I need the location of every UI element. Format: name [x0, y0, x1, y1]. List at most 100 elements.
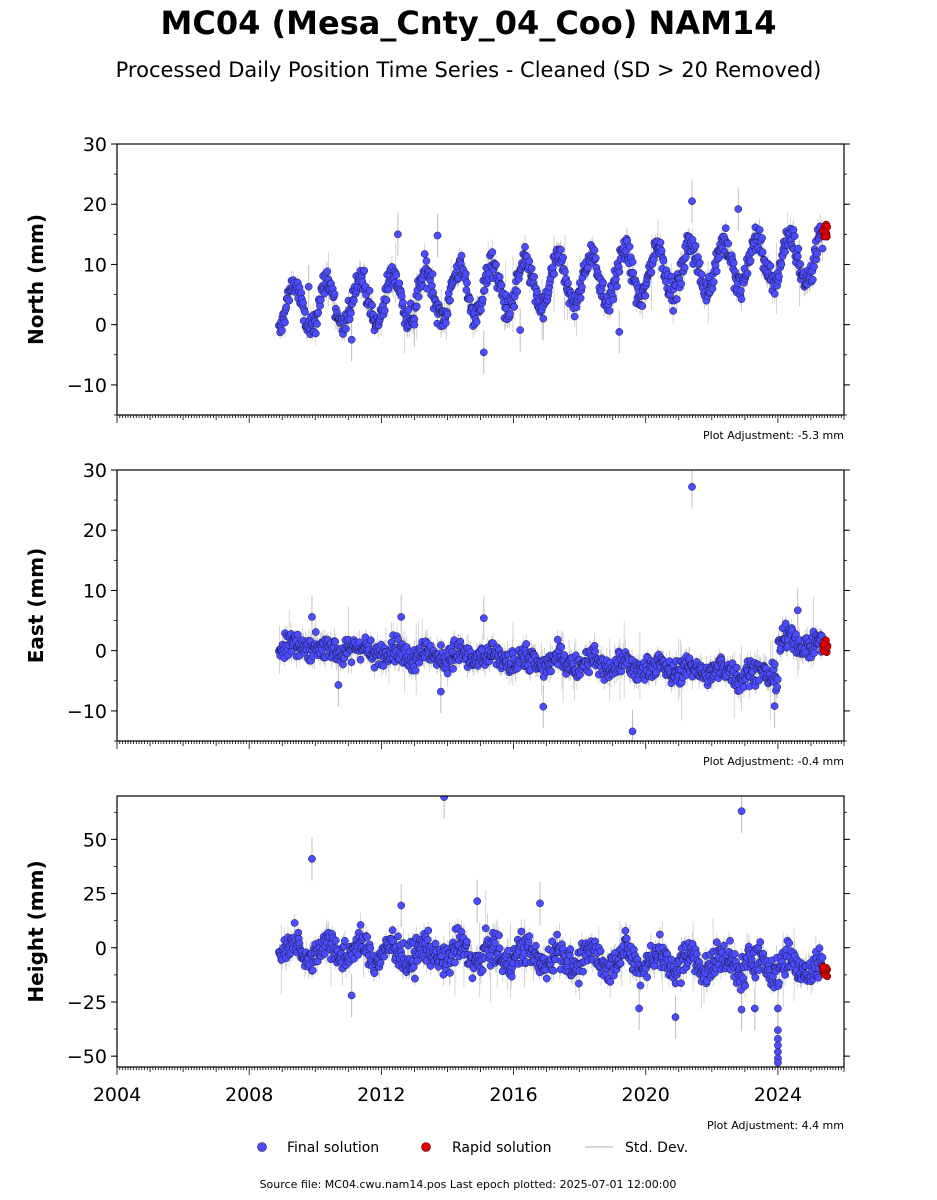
data-point	[657, 247, 666, 255]
data-point	[506, 309, 514, 318]
data-point	[397, 292, 406, 301]
data-point	[457, 251, 466, 260]
data-point	[513, 287, 522, 296]
data-point	[564, 279, 572, 288]
data-point	[316, 295, 325, 304]
y-tick-label: 20	[83, 520, 107, 542]
data-point	[695, 258, 704, 267]
data-point	[656, 238, 665, 247]
panel-frame	[116, 469, 845, 742]
data-point	[697, 270, 706, 279]
outlier-point	[516, 326, 525, 334]
data-point	[437, 641, 445, 649]
data-point	[591, 254, 600, 262]
data-point	[488, 248, 497, 256]
data-point	[527, 264, 536, 273]
data-point	[724, 239, 733, 248]
data-point	[360, 266, 369, 275]
data-point	[732, 663, 741, 672]
y-tick-label: −10	[67, 701, 107, 723]
outlier-point	[793, 606, 802, 615]
data-point	[522, 640, 531, 648]
data-point	[547, 667, 555, 676]
data-point	[395, 279, 404, 288]
data-point	[443, 669, 452, 678]
data-point	[576, 294, 585, 302]
data-point	[411, 666, 420, 675]
data-point	[347, 658, 356, 667]
data-point	[590, 246, 599, 255]
data-point	[550, 270, 558, 278]
data-point	[420, 250, 429, 258]
panels: −10 0 10 20 30 North (mm) Plot Adjustment: -5.…	[24, 134, 850, 1132]
data-point	[480, 286, 489, 295]
data-point	[609, 295, 618, 304]
panel-data	[275, 796, 832, 1067]
data-point	[478, 295, 487, 304]
data-point	[342, 324, 350, 333]
data-point	[510, 303, 518, 311]
data-point	[599, 278, 607, 287]
data-point	[781, 619, 790, 628]
outlier-point	[628, 727, 637, 736]
data-point	[755, 226, 764, 234]
y-tick-label: −10	[67, 375, 107, 397]
data-point	[281, 318, 289, 327]
data-point	[813, 249, 821, 258]
data-point	[790, 232, 799, 240]
outlier-point	[347, 335, 356, 344]
data-point	[605, 306, 614, 315]
data-point	[441, 319, 450, 327]
data-point	[379, 662, 388, 670]
data-point	[311, 329, 320, 338]
data-point	[560, 651, 569, 659]
outlier-point	[539, 702, 548, 711]
data-point	[709, 278, 718, 286]
outlier-point	[433, 231, 442, 240]
y-tick-label: 10	[83, 580, 107, 602]
data-point	[796, 260, 804, 268]
data-point	[428, 281, 436, 290]
data-point	[311, 628, 320, 636]
outlier-point	[479, 348, 488, 357]
data-point	[350, 296, 358, 305]
outlier-point	[688, 483, 696, 491]
data-point	[773, 683, 782, 691]
y-tick-label: 10	[83, 254, 107, 276]
data-point	[299, 299, 307, 307]
panel-data	[275, 470, 832, 741]
plot-adjustment: Plot Adjustment: -5.3 mm	[703, 429, 844, 442]
data-point	[404, 306, 413, 314]
data-point	[810, 649, 818, 657]
data-point	[497, 281, 506, 290]
data-point	[347, 309, 355, 318]
data-point	[758, 248, 767, 257]
y-tick-label: 30	[83, 134, 107, 156]
data-point	[793, 252, 802, 261]
data-point	[680, 263, 689, 272]
data-point	[770, 290, 779, 298]
y-axis-label: North (mm)	[24, 214, 48, 345]
data-point	[672, 295, 681, 304]
data-point	[530, 272, 538, 281]
outlier-point	[410, 320, 419, 329]
data-point	[615, 267, 624, 276]
data-point	[638, 302, 647, 310]
data-point	[641, 291, 650, 300]
y-tick-label: 0	[95, 641, 107, 663]
outlier-point	[334, 681, 343, 689]
data-point	[399, 298, 407, 307]
data-point	[382, 296, 391, 305]
data-point	[428, 270, 437, 278]
data-point	[773, 675, 782, 684]
outlier-point	[436, 687, 445, 696]
data-point	[472, 318, 481, 326]
rapid-point	[821, 232, 830, 241]
data-point	[556, 245, 565, 254]
data-point	[278, 326, 286, 335]
data-point	[412, 302, 421, 311]
data-point	[314, 308, 323, 317]
outlier-point	[308, 613, 316, 621]
